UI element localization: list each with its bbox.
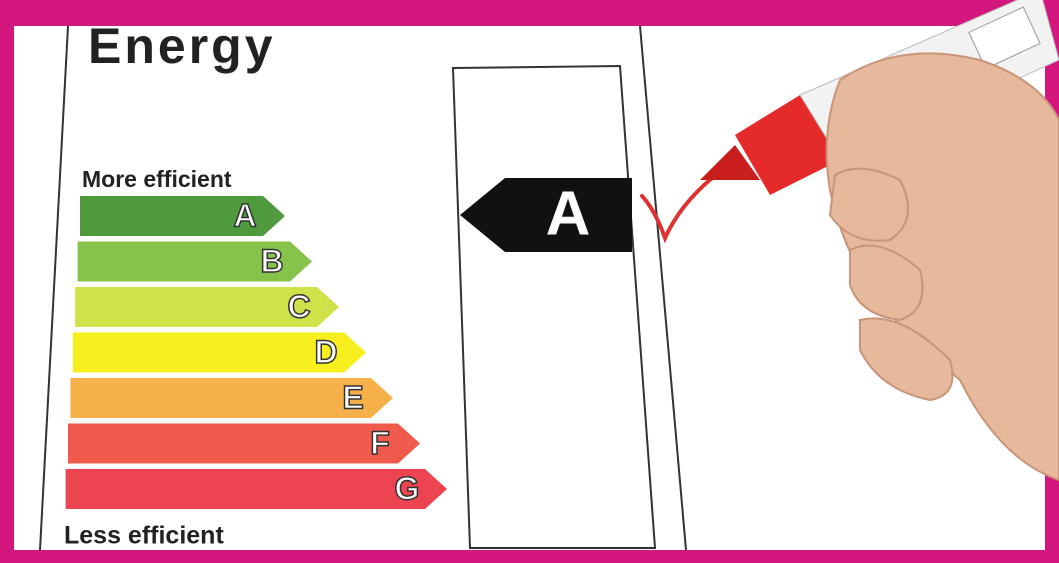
rating-letter: D <box>314 334 337 370</box>
rating-bar <box>70 378 394 418</box>
rating-bar <box>72 332 367 373</box>
rating-bar <box>65 469 447 509</box>
title: Energy <box>88 18 276 74</box>
rating-letter: E <box>342 379 363 415</box>
rating-bar <box>75 287 339 327</box>
rating-letter: A <box>233 197 256 233</box>
top-label: More efficient <box>82 166 232 192</box>
rating-letter: C <box>287 288 310 324</box>
rating-bar <box>68 423 420 464</box>
rating-bar <box>80 196 285 236</box>
selected-letter: A <box>546 179 591 248</box>
check-mark <box>640 176 714 244</box>
rating-letter: F <box>370 425 390 461</box>
bottom-label: Less efficient <box>64 522 224 550</box>
sheet-edge <box>39 25 69 551</box>
rating-letter: B <box>260 243 283 279</box>
rating-column <box>451 64 657 549</box>
selected-arrow <box>460 178 632 252</box>
rating-bar <box>77 241 312 282</box>
hand <box>825 52 1059 482</box>
sheet-edge <box>639 25 687 551</box>
rating-letter: G <box>395 470 420 506</box>
